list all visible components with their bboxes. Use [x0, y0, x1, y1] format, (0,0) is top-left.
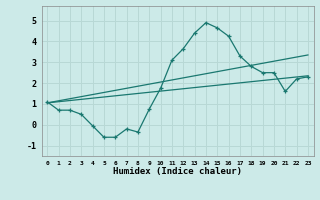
X-axis label: Humidex (Indice chaleur): Humidex (Indice chaleur) — [113, 167, 242, 176]
